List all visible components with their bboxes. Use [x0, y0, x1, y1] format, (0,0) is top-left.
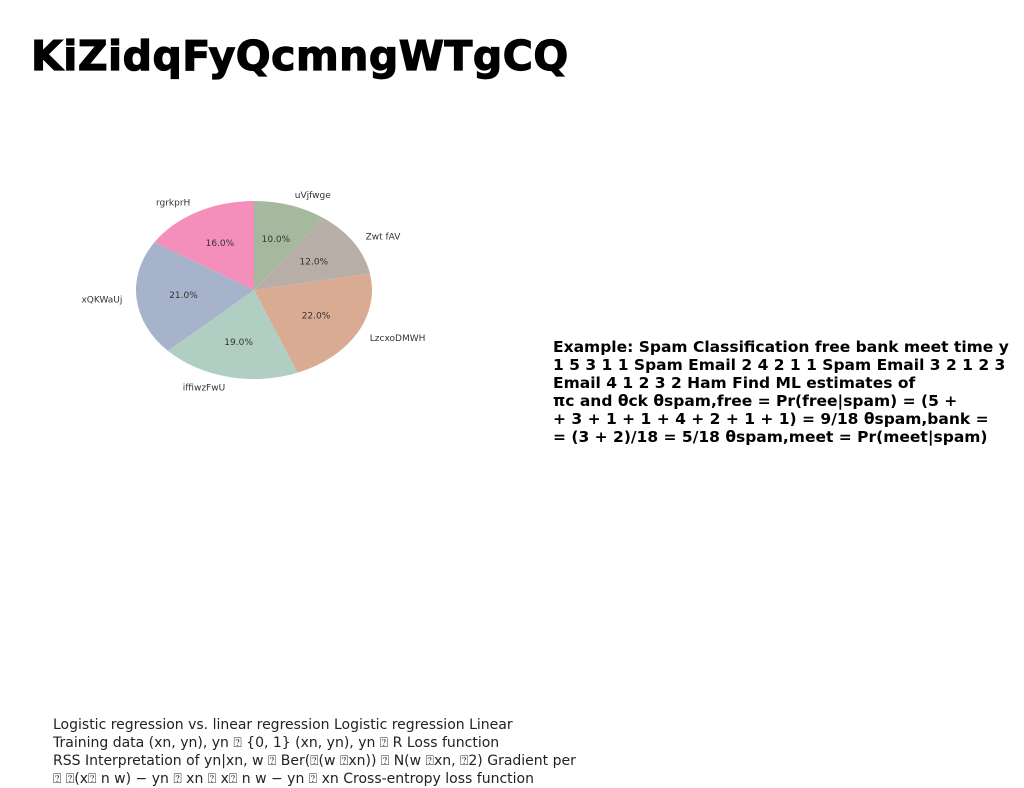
pie-slice-xQKWaUj [136, 242, 254, 351]
pie-category-label: iffiwzFwU [183, 383, 225, 393]
pie-slice-rgrkprH [154, 201, 254, 290]
spam-example-line: = (3 + 2)/18 = 5/18 θspam,meet = Pr(meet… [553, 428, 988, 446]
regression-notes-line: Logistic regression vs. linear regressio… [53, 717, 513, 733]
pie-slice-Zwt-fAV [254, 218, 370, 290]
regression-notes-text: Logistic regression vs. linear regressio… [53, 716, 613, 788]
regression-notes-line: ⍰ ⍰(x⍰ n w) − yn ⍰ xn ⍰ x⍰ n w − yn ⍰ xn… [53, 771, 534, 787]
pie-percent-label: 22.0% [302, 312, 331, 322]
pie-slice-iffiwzFwU [167, 290, 298, 379]
pie-percent-label: 16.0% [206, 239, 235, 249]
spam-example-line: + 3 + 1 + 1 + 4 + 2 + 1 + 1) = 9/18 θspa… [553, 410, 989, 428]
pie-chart: 10.0% uVjfwge 12.0% Zwt fAV 22.0% LzcxoDMWH 19… [70, 180, 450, 400]
regression-notes-line: RSS Interpretation of yn|xn, w ⍰ Ber(⍰(w… [53, 753, 576, 769]
spam-example-line: Email 4 1 2 3 2 Ham Find ML estimates of [553, 374, 916, 392]
pie-category-label: uVjfwge [295, 191, 331, 201]
spam-example-line: πc and θck θspam,free = Pr(free|spam) = … [553, 392, 958, 410]
spam-example-line: 1 5 3 1 1 Spam Email 2 4 2 1 1 Spam Emai… [553, 356, 1006, 374]
pie-category-label: xQKWaUj [81, 295, 122, 305]
pie-slice-LzcxoDMWH [254, 273, 373, 373]
spam-example-line: Example: Spam Classification free bank m… [553, 338, 1009, 356]
pie-percent-label: 19.0% [224, 338, 253, 348]
pie-percent-label: 10.0% [262, 235, 291, 245]
slide-title: KiZidqFyQcmngWTgCQ [30, 31, 569, 80]
pie-slice-uVjfwge [254, 201, 324, 290]
pie-category-label: rgrkprH [156, 199, 190, 209]
pie-percent-label: 21.0% [169, 291, 198, 301]
pie-percent-label: 12.0% [300, 257, 329, 267]
pie-category-label: LzcxoDMWH [370, 334, 426, 344]
pie-category-label: Zwt fAV [366, 233, 402, 243]
pie-chart-svg: 10.0% uVjfwge 12.0% Zwt fAV 22.0% LzcxoDMWH 19… [81, 191, 426, 393]
regression-notes-line: Training data (xn, yn), yn ⍰ {0, 1} (xn,… [53, 735, 500, 751]
spam-example-text: Example: Spam Classification free bank m… [553, 338, 1023, 446]
